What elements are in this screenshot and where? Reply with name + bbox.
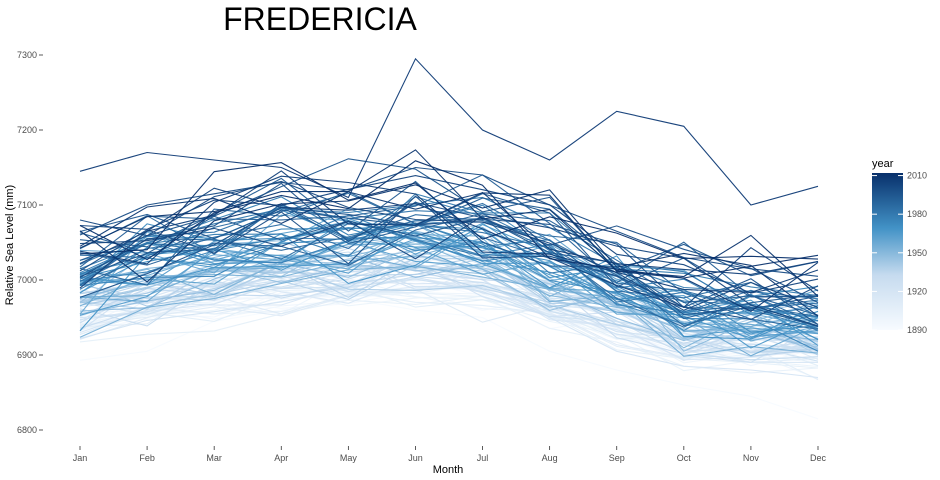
y-tick-label: 6900 <box>17 350 37 360</box>
series-line-1899 <box>79 277 819 380</box>
series-line-1953 <box>79 231 819 332</box>
series-line-1973 <box>79 222 819 332</box>
x-axis-title: Month <box>433 464 464 476</box>
colorbar-ticks: 1890 1920 1950 1980 2010 <box>872 171 927 335</box>
x-tick-label: Jan <box>73 453 88 463</box>
colorbar-tick-label: 1920 <box>907 286 927 296</box>
year-colorbar: year 1890 1920 1950 1980 2010 <box>872 158 927 335</box>
y-tick-label: 7200 <box>17 125 37 135</box>
series-line-2011 <box>79 160 819 279</box>
colorbar-gradient <box>872 173 903 330</box>
x-tick-label: Jun <box>408 453 423 463</box>
x-tick-label: Jul <box>477 453 489 463</box>
colorbar-tick-label: 2010 <box>907 171 927 181</box>
colorbar-tick-label: 1980 <box>907 209 927 219</box>
x-tick-label: Mar <box>206 453 222 463</box>
series-line-1976 <box>79 235 819 322</box>
series-line-1988 <box>79 217 819 328</box>
x-tick-label: May <box>340 453 358 463</box>
series-line-1978 <box>79 196 819 332</box>
x-tick-label: Feb <box>139 453 155 463</box>
series-line-1943 <box>79 259 819 341</box>
series-line-2009 <box>79 184 819 317</box>
x-tick-label: Apr <box>274 453 288 463</box>
series-line-2004 <box>79 187 819 308</box>
series-line-1996 <box>79 158 819 277</box>
series-line-1999 <box>79 195 819 321</box>
series-line-1934 <box>79 252 819 344</box>
x-tick-label: Sep <box>609 453 625 463</box>
series-line-1994 <box>79 193 819 298</box>
series-line-1975 <box>79 214 819 352</box>
series-line-1977 <box>79 204 819 315</box>
colorbar-tick-label: 1890 <box>907 325 927 335</box>
x-tick-label: Nov <box>743 453 760 463</box>
series-line-1998 <box>79 182 819 303</box>
x-tick-label: Oct <box>677 453 692 463</box>
series-line-2010 <box>79 149 819 297</box>
series-lines <box>79 57 819 420</box>
series-line-1955 <box>79 265 819 357</box>
x-tick-label: Dec <box>810 453 827 463</box>
y-tick-label: 7000 <box>17 275 37 285</box>
series-line-1972 <box>79 223 819 333</box>
series-line-2007 <box>79 57 819 206</box>
x-tick-label: Aug <box>542 453 558 463</box>
colorbar-title: year <box>872 158 894 170</box>
y-tick-label: 7300 <box>17 50 37 60</box>
chart-title: FREDERICIA <box>223 1 417 37</box>
series-line-2008 <box>79 191 819 312</box>
series-line-1890 <box>79 298 819 420</box>
colorbar-tick-label: 1950 <box>907 248 927 258</box>
series-line-1986 <box>79 192 819 317</box>
y-axis-title: Relative Sea Level (mm) <box>4 185 16 305</box>
series-line-2012 <box>79 162 819 260</box>
y-tick-label: 7100 <box>17 200 37 210</box>
series-line-2001 <box>79 180 819 311</box>
x-axis: Jan Feb Mar Apr May Jun Jul Aug Sep Oct Nov Dec <box>73 446 827 463</box>
y-axis: 6800 6900 7000 7100 7200 7300 <box>17 50 43 435</box>
series-line-1918 <box>79 273 819 361</box>
series-line-1956 <box>79 234 819 333</box>
y-tick-label: 6800 <box>17 425 37 435</box>
series-line-1900 <box>79 289 819 364</box>
